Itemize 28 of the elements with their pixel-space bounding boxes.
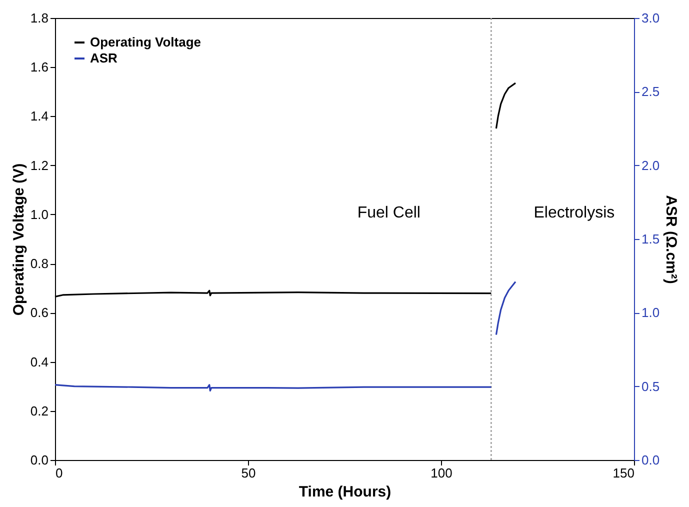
x-tick-label: 150 [612, 466, 634, 480]
y-tick-label: 0.2 [30, 403, 48, 418]
y-tick-label: 0.0 [30, 452, 48, 468]
y-tick-label: 0.6 [30, 305, 48, 320]
y2-axis-title: ASR (Ω.cm²) [662, 195, 680, 284]
y-axis-title: Operating Voltage (V) [10, 163, 28, 316]
y2-tick-label: 1.0 [642, 305, 660, 320]
y-tick-label: 1.4 [30, 108, 48, 124]
legend-label: Operating Voltage [90, 34, 201, 50]
y2-tick-label: 2.5 [642, 84, 660, 100]
y-tick-label: 0.4 [30, 354, 48, 370]
x-tick-label: 100 [430, 466, 452, 480]
y2-tick-label: 2.0 [642, 158, 660, 173]
y-tick-label: 1.2 [30, 158, 48, 173]
legend-label: ASR [90, 50, 118, 66]
x-tick-label: 50 [241, 466, 256, 480]
annotation: Fuel Cell [357, 204, 420, 222]
y2-tick-label: 0.0 [642, 452, 660, 468]
y-tick-label: 1.0 [30, 206, 48, 222]
y2-tick-label: 1.5 [642, 232, 660, 246]
annotation: Electrolysis [534, 204, 615, 222]
x-axis-title: Time (Hours) [298, 484, 392, 500]
y2-tick-label: 3.0 [642, 10, 660, 26]
y-tick-label: 1.6 [30, 60, 48, 75]
y2-tick-label: 0.5 [642, 378, 660, 394]
x-tick-label: 0 [56, 466, 63, 480]
y-tick-label: 0.8 [30, 256, 48, 272]
y-tick-label: 1.8 [30, 10, 48, 26]
